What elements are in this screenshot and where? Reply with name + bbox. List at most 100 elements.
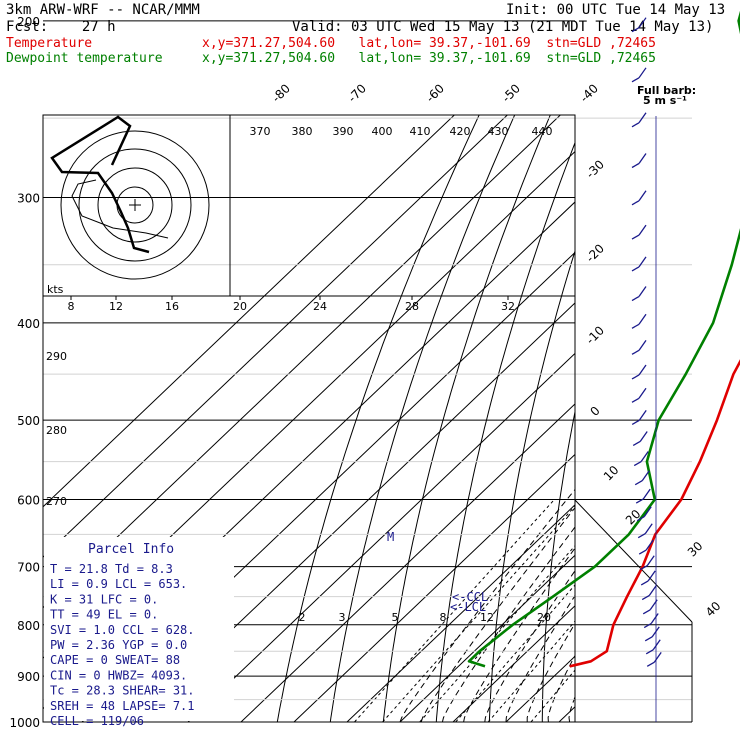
wind-barb-flag <box>638 256 647 268</box>
parcel-info-row: K = 31 LFC = 0. <box>50 592 158 606</box>
full-barb-legend: Full barb: <box>637 84 696 97</box>
temperature-location: x,y=371.27,504.60 lat,lon= 39.37,-101.69… <box>202 36 656 51</box>
isotherm-label: 10 <box>601 463 622 484</box>
parcel-info-background <box>44 537 234 721</box>
parcel-info-row: CIN = 0 HWBZ= 4093. <box>50 668 187 682</box>
hodo-speed-label: 24 <box>313 300 327 313</box>
wind-barb-flag <box>643 506 652 518</box>
isotherm-label: 0 <box>588 404 603 419</box>
wind-barb-shaft <box>633 460 642 467</box>
wind-barb-shaft <box>631 77 640 83</box>
isotherm-label: -60 <box>423 81 447 105</box>
theta-label: 410 <box>410 125 431 138</box>
wind-barb-flag <box>638 153 647 164</box>
hodo-speed-label: 20 <box>233 300 247 313</box>
pressure-label-1000: 1000 <box>9 716 40 730</box>
wind-barb-shaft <box>640 580 649 586</box>
isotherm-label: 30 <box>685 539 706 560</box>
wind-barb-flag <box>638 112 647 124</box>
wind-barb-shaft <box>635 498 644 504</box>
parcel-info-row: SREH = 48 LAPSE= 7.1 <box>50 699 195 713</box>
wind-barb-flag <box>638 339 647 351</box>
valid-time: Valid: 03 UTC Wed 15 May 13 (21 MDT Tue … <box>292 19 714 35</box>
isotherm-line <box>43 115 456 508</box>
wind-barbs <box>631 17 662 667</box>
init-time: Init: 00 UTC Tue 14 May 13 <box>506 2 726 18</box>
theta-label: 420 <box>450 125 471 138</box>
moist-adiabat <box>463 547 575 722</box>
hodo-center <box>129 199 141 211</box>
barb-panel-edge <box>574 499 693 623</box>
wind-barb-flag <box>648 585 657 596</box>
wind-barb-flag <box>653 651 662 663</box>
theta-label: 380 <box>292 125 313 138</box>
wind-barb-shaft <box>639 565 648 571</box>
wind-barb-flag <box>638 67 647 79</box>
wind-barb-shaft <box>631 27 640 33</box>
pressure-label-700: 700 <box>17 561 40 575</box>
mixing-ratio-label: 20 <box>537 611 551 624</box>
moist-adiabat <box>420 506 575 722</box>
temperature-label: Temperature <box>6 36 93 51</box>
lcl-marker: <-LCL <box>450 600 486 614</box>
wind-barb-shaft <box>644 636 653 642</box>
hodo-speed-label: 12 <box>109 300 123 313</box>
wind-barb-flag <box>642 488 651 500</box>
moist-adiabat <box>399 488 575 722</box>
isotherm-line <box>240 403 575 722</box>
moist-adiabat <box>441 526 575 722</box>
wind-barb-flag <box>638 387 647 399</box>
hodograph-storm-motion <box>71 179 169 239</box>
wind-barb-flag <box>640 451 649 462</box>
parcel-info-row: CELL = 119/06 <box>50 714 144 728</box>
mixing-ratio-label: 5 <box>392 611 399 624</box>
theta-label: 390 <box>333 125 354 138</box>
pressure-label-600: 600 <box>17 493 40 507</box>
hodo-ring <box>60 130 210 280</box>
parcel-info-row: SVI = 1.0 CCL = 628. <box>50 623 195 637</box>
wind-barb-shaft <box>642 609 651 615</box>
isotherm-label: -30 <box>583 157 607 181</box>
temperature-profile <box>569 359 740 668</box>
isotherm-line <box>452 605 575 722</box>
wind-barb-shaft <box>643 622 652 629</box>
plot-frame <box>42 114 576 723</box>
wind-barb-flag <box>638 364 647 376</box>
parcel-info-row: CAPE = 0 SWEAT= 88 <box>50 653 180 667</box>
wind-barb-flag <box>650 613 659 624</box>
isotherm-line <box>187 352 575 722</box>
wind-barb-shaft <box>631 349 640 355</box>
dry-adiabat-label: 290 <box>46 350 67 363</box>
hodograph-trace <box>50 115 150 254</box>
wind-barb-flag <box>639 431 648 442</box>
moist-adiabat <box>590 21 740 722</box>
pressure-label-800: 800 <box>17 619 40 633</box>
hodo-ring <box>78 148 192 262</box>
forecast-hour: Fcst: 27 h <box>6 19 116 35</box>
hodo-speed-label: 28 <box>405 300 419 313</box>
wind-barb-flag <box>647 570 656 582</box>
wind-barb-flag <box>638 410 647 421</box>
parcel-info-row: T = 21.8 Td = 8.3 <box>50 562 173 576</box>
parcel-info-row: PW = 2.36 YGP = 0.0 <box>50 638 187 652</box>
dry-adiabat-label: 270 <box>46 495 67 508</box>
theta-label: 430 <box>488 125 509 138</box>
isotherm-label: 40 <box>703 599 724 620</box>
wind-barb-shaft <box>638 549 647 555</box>
hodo-ring <box>97 167 173 243</box>
theta-label: 400 <box>372 125 393 138</box>
isotherm-label: -40 <box>577 81 601 105</box>
isotherm-label: -80 <box>269 81 293 105</box>
wind-barb-flag <box>638 224 647 236</box>
wind-barb-shaft <box>631 374 640 380</box>
mixing-ratio-label: 3 <box>339 611 346 624</box>
parcel-info-row: LI = 0.9 LCL = 653. <box>50 577 187 591</box>
parcel-info-box: Parcel Info T = 21.8 Td = 8.3LI = 0.9 LCL… <box>44 537 234 728</box>
isotherm-label: -10 <box>583 323 607 347</box>
model-title: 3km ARW-WRF -- NCAR/MMM <box>6 2 200 18</box>
wind-barb-flag <box>638 17 647 29</box>
full-barb-units: 5 m s⁻¹ <box>643 94 687 107</box>
wind-barb-flag <box>641 470 650 482</box>
pressure-label-200: 200 <box>17 15 40 29</box>
